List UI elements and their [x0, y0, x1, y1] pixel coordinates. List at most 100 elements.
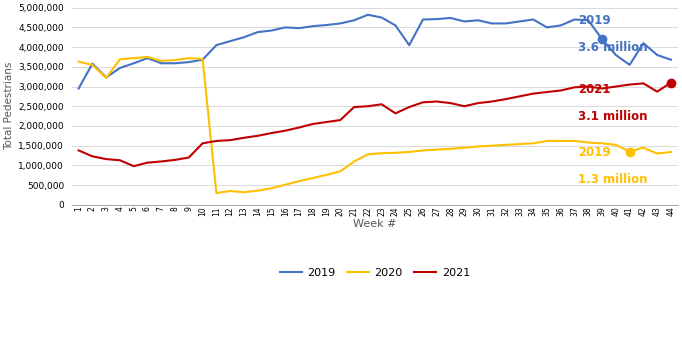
2019	[254, 30, 262, 34]
2019	[74, 87, 83, 91]
2021	[102, 157, 110, 161]
Text: 3.6 million: 3.6 million	[578, 41, 647, 54]
2019	[612, 53, 620, 57]
2020	[267, 186, 276, 190]
2019	[639, 41, 647, 45]
2019	[653, 53, 662, 57]
2021	[598, 87, 606, 91]
2020	[570, 139, 578, 143]
2019	[281, 25, 289, 29]
2021	[653, 90, 662, 94]
2020	[501, 143, 509, 147]
2019	[557, 24, 565, 28]
2019	[157, 61, 165, 65]
2021	[584, 85, 593, 89]
Text: 2021: 2021	[578, 83, 610, 95]
2020	[226, 189, 234, 193]
2019	[432, 17, 441, 21]
2021	[570, 85, 578, 89]
2020	[212, 191, 220, 195]
2020	[185, 56, 193, 60]
2020	[516, 142, 524, 146]
2021	[667, 80, 675, 85]
2021	[116, 158, 124, 162]
2021	[130, 164, 138, 168]
2020	[667, 150, 675, 154]
Y-axis label: Total Pedestrians: Total Pedestrians	[4, 62, 14, 150]
Text: 2019: 2019	[578, 146, 610, 159]
2019	[474, 18, 482, 22]
2020	[74, 60, 83, 64]
X-axis label: Week #: Week #	[353, 219, 396, 229]
2021	[212, 139, 220, 143]
2020	[309, 176, 317, 180]
2021	[405, 105, 413, 109]
2020	[281, 183, 289, 187]
2020	[240, 190, 248, 194]
2021	[323, 120, 331, 124]
2020	[405, 150, 413, 154]
2020	[543, 139, 551, 143]
2020	[157, 59, 165, 63]
2020	[612, 143, 620, 147]
2019	[309, 24, 317, 28]
2019	[529, 17, 537, 21]
2020	[488, 144, 496, 148]
2021	[267, 131, 276, 135]
2020	[88, 63, 96, 67]
2020	[130, 56, 138, 60]
2021	[378, 102, 386, 106]
2021	[226, 138, 234, 142]
2021	[501, 97, 509, 101]
2021	[432, 100, 441, 104]
2020	[419, 148, 427, 152]
2021	[639, 81, 647, 86]
2020	[323, 173, 331, 177]
2019	[212, 43, 220, 47]
2019	[130, 61, 138, 65]
2020	[557, 139, 565, 143]
2019	[116, 66, 124, 70]
2019	[143, 56, 151, 60]
2021	[419, 100, 427, 104]
2020	[254, 189, 262, 193]
2019	[198, 58, 207, 62]
2020	[529, 141, 537, 145]
2021	[516, 94, 524, 99]
2021	[198, 141, 207, 145]
Line: 2021: 2021	[78, 83, 671, 166]
2019	[543, 25, 551, 29]
2021	[336, 118, 344, 122]
2019	[364, 13, 372, 17]
2019	[460, 19, 469, 24]
Text: 2019: 2019	[578, 14, 610, 27]
2019	[570, 17, 578, 21]
2020	[350, 159, 358, 163]
2021	[612, 85, 620, 89]
2020	[584, 140, 593, 145]
2019	[667, 58, 675, 62]
2020	[598, 141, 606, 145]
2019	[240, 35, 248, 39]
2020	[432, 148, 441, 152]
2019	[185, 60, 193, 64]
2019	[323, 23, 331, 27]
2019	[391, 24, 400, 28]
2020	[171, 58, 179, 62]
2019	[584, 18, 593, 22]
2021	[447, 101, 455, 105]
2021	[143, 161, 151, 165]
2019	[226, 39, 234, 43]
2020	[295, 179, 303, 183]
2021	[295, 125, 303, 130]
2020	[102, 76, 110, 80]
Text: 3.1 million: 3.1 million	[578, 110, 647, 123]
2019	[171, 61, 179, 65]
Line: 2020: 2020	[78, 57, 671, 193]
Legend: 2019, 2020, 2021: 2019, 2020, 2021	[275, 263, 475, 282]
2019	[405, 43, 413, 47]
2021	[391, 111, 400, 115]
2021	[240, 136, 248, 140]
2019	[501, 21, 509, 26]
2021	[74, 148, 83, 152]
